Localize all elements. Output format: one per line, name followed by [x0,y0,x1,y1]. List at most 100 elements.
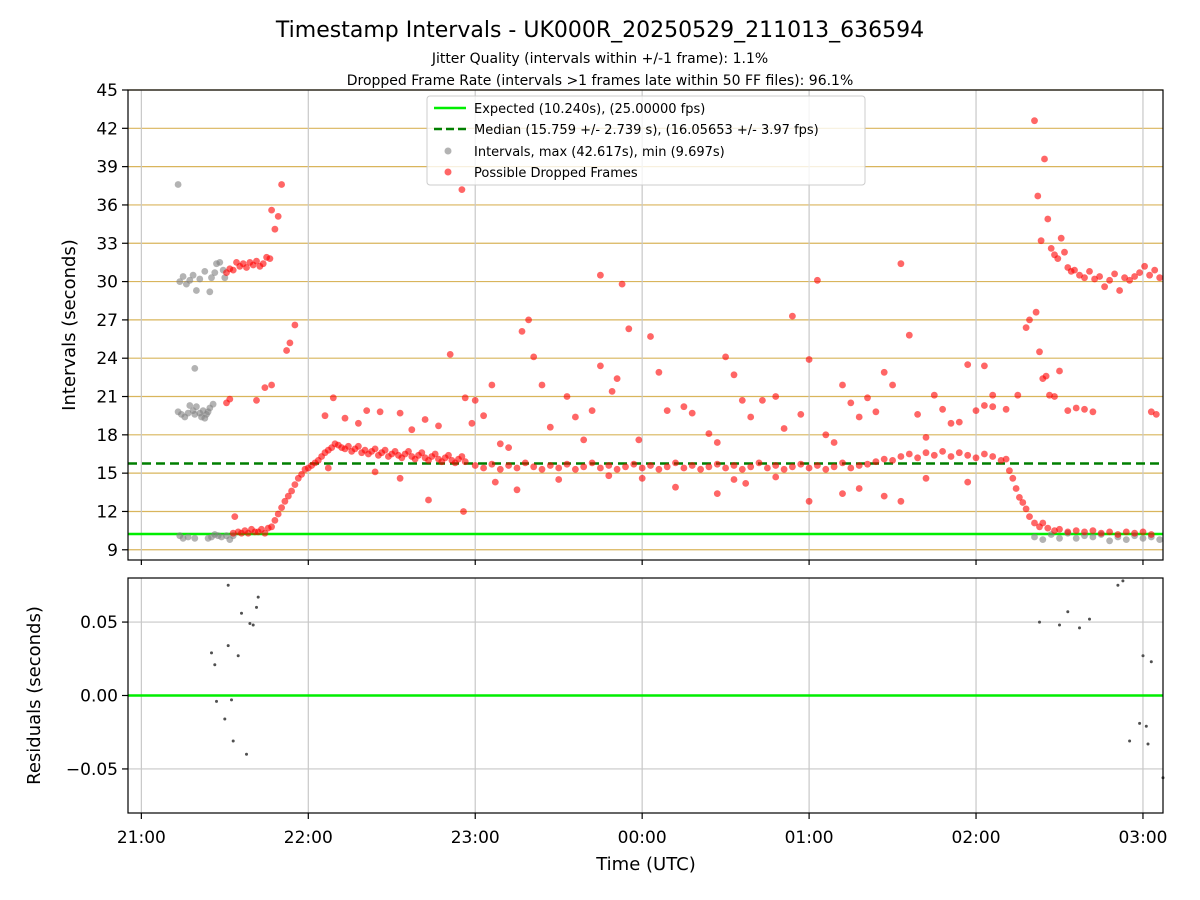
dropped-frame-point [1057,234,1065,242]
dropped-frame-point [291,481,299,488]
interval-point [1106,537,1113,545]
dropped-frame-point [680,403,688,411]
x-tick-label: 03:00 [1118,828,1167,848]
dropped-frame-point [329,394,337,402]
dropped-frame-point [1006,467,1013,474]
dropped-frame-point [730,371,738,379]
intervals-y-tick-label: 12 [96,502,118,522]
dropped-frame-point [259,260,267,268]
dropped-frame-point [268,523,275,531]
dropped-frame-point [1152,411,1160,418]
residual-point [240,611,243,615]
dropped-frame-point [291,321,299,329]
dropped-frame-point [376,408,384,416]
dropped-frame-point [680,464,688,472]
dropped-frame-point [281,497,289,505]
dropped-frame-point [1031,519,1038,527]
intervals-y-tick-label: 36 [96,196,118,216]
dropped-frame-point [1056,367,1063,375]
dropped-frame-point [897,453,905,460]
legend-expected-label: Expected (10.240s), (25.00000 fps) [474,102,705,117]
residual-point [226,644,230,648]
x-tick-label: 22:00 [284,828,333,848]
dropped-frame-point [722,464,729,472]
dropped-frame-point [889,457,896,464]
dropped-frame-point [647,333,654,340]
dropped-frame-point [855,413,863,421]
dropped-frame-point [1039,519,1047,527]
residuals-y-axis-label: Residuals (seconds) [24,606,45,785]
residual-point [1146,742,1150,746]
interval-point [186,276,194,284]
dropped-frame-point [830,439,838,446]
dropped-frame-point [597,271,604,279]
dropped-frame-point [480,464,487,472]
dropped-frame-point [1016,494,1023,501]
dropped-frame-point [839,459,846,467]
dropped-frame-point [922,474,930,482]
dropped-frame-point [955,418,963,426]
dropped-frame-point [538,465,546,473]
dropped-frame-point [839,381,846,389]
dropped-frame-point [655,368,663,376]
dropped-frame-point [1041,155,1048,163]
intervals-y-ticks: 9 12 15 18 21 24 27 30 33 36 39 42 45 [96,81,128,561]
dropped-frame-point [435,422,442,430]
dropped-frame-point [1131,529,1138,537]
dropped-frame-point [772,462,780,469]
intervals-y-tick-label: 21 [96,388,118,408]
dropped-frame-point [742,480,750,487]
dropped-frame-point [705,430,713,437]
dropped-frame-point [1042,372,1050,380]
dropped-frame-point [572,465,579,473]
residuals-y-ticks: −0.05 0.00 0.05 [66,613,128,780]
dropped-frame-point [822,465,830,473]
interval-point [193,287,200,294]
chart-subtitle-dropped: Dropped Frame Rate (intervals >1 frames … [347,73,854,89]
legend-median-label: Median (15.759 +/- 2.739 s), (16.05653 +… [474,123,819,138]
residual-point [1116,583,1120,587]
dropped-frame-point [1064,528,1072,536]
dropped-frame-point [1036,348,1043,356]
dropped-frame-point [655,465,663,473]
dropped-frame-point [605,472,613,480]
dropped-frame-point [613,465,621,473]
residuals-y-tick-label: 0.05 [80,613,118,633]
dropped-frame-point [261,529,269,537]
dropped-frame-point [271,517,279,524]
dropped-frame-point [1014,391,1022,399]
dropped-frame-point [261,384,269,391]
dropped-frame-point [1054,255,1062,262]
dropped-frame-point [425,496,432,504]
dropped-frame-point [505,462,512,469]
legend-dropped-marker [444,168,452,176]
dropped-frame-point [608,388,616,395]
dropped-frame-point [914,454,921,462]
dropped-frame-point [905,450,913,458]
dropped-frame-point [371,468,379,476]
dropped-frame-point [1106,528,1113,536]
dropped-frame-point [431,450,439,458]
dropped-frame-point [488,381,496,389]
dropped-frame-point [947,419,955,427]
dropped-frame-point [1081,528,1088,536]
dropped-frame-point [880,455,888,463]
dropped-frame-point [947,453,955,460]
intervals-y-tick-label: 24 [96,349,118,369]
dropped-frame-point [1019,499,1027,506]
dropped-frame-point [445,451,452,459]
dropped-frame-point [964,361,972,368]
dropped-frame-point [713,460,721,468]
dropped-frame-point [461,458,469,466]
interval-point [201,268,209,275]
interval-point [1122,536,1130,543]
dropped-frame-point [538,381,546,389]
dropped-frame-point [764,464,771,472]
dropped-frame-point [805,356,813,363]
dropped-frame-point [421,416,429,423]
legend-intervals-marker [444,147,452,155]
dropped-frame-point [1089,408,1097,416]
dropped-frame-point [663,407,671,414]
dropped-frame-point [274,213,282,220]
residual-point [230,698,233,702]
